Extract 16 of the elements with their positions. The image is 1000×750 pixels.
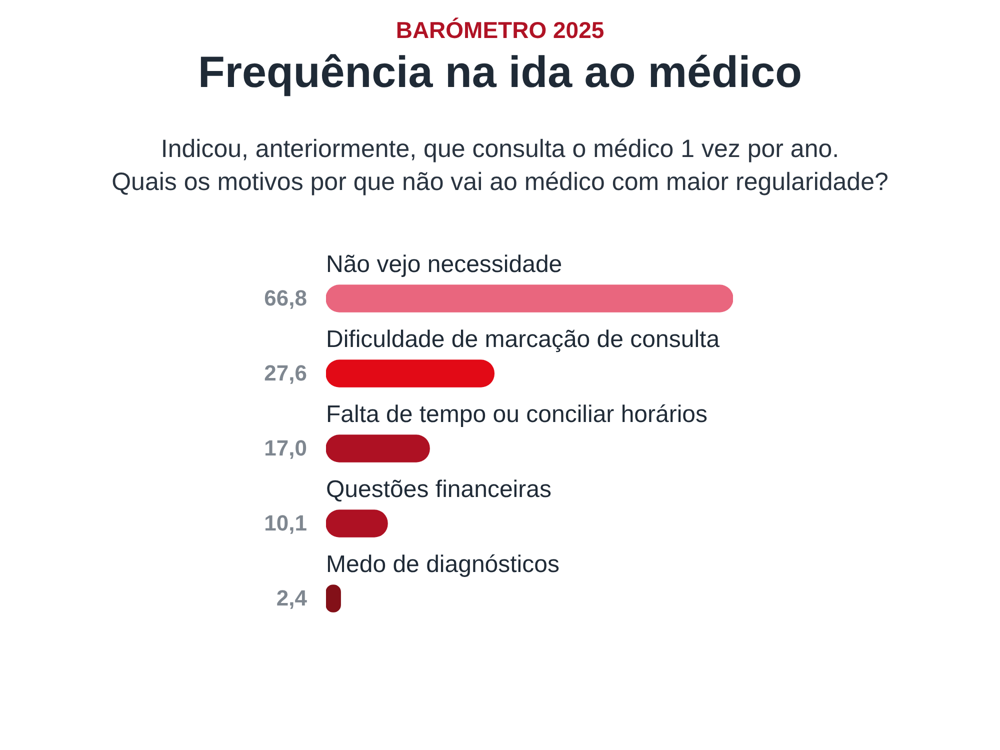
y-tick-label: Medo de diagnósticos xyxy=(326,551,560,578)
y-tick-label: Questões financeiras xyxy=(326,476,552,503)
chart-subtitle: Indicou, anteriormente, que consulta o médico 1 vez por ano. Quais os motivos por que não vai ao médico com maior regularidade? xyxy=(110,134,890,198)
text: BARÓMETRO 2025 xyxy=(394,16,606,44)
y-tick-label: Dificuldade de marcação de consulta xyxy=(326,326,720,353)
bar xyxy=(326,360,494,388)
bar xyxy=(326,284,733,312)
data-label: 2,4 xyxy=(276,586,308,611)
y-tick-label: Falta de tempo ou conciliar horários xyxy=(326,401,708,428)
y-tick-label: Não vejo necessidade xyxy=(326,251,562,278)
bar xyxy=(326,434,430,462)
chart-title: Frequência na ida ao médico xyxy=(197,47,803,99)
data-label: 10,1 xyxy=(264,510,307,536)
data-label: 66,8 xyxy=(264,286,307,311)
data-label: 27,6 xyxy=(264,360,307,386)
data-label: 17,0 xyxy=(264,436,307,461)
